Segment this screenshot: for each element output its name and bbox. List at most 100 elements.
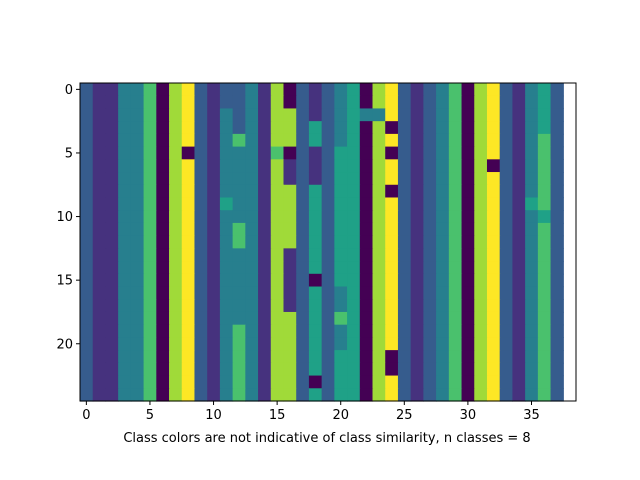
heatmap-cell <box>359 121 374 135</box>
heatmap-cell <box>448 375 463 389</box>
heatmap-cell <box>245 95 259 110</box>
heatmap-cell <box>397 375 412 389</box>
heatmap-cell <box>486 261 501 275</box>
heatmap-cell <box>258 375 272 389</box>
heatmap-cell <box>537 324 552 338</box>
heatmap-cell <box>105 108 119 122</box>
heatmap-cell <box>474 388 488 402</box>
heatmap-cell <box>550 248 564 262</box>
heatmap-cell <box>410 375 424 389</box>
heatmap-cell <box>194 159 208 173</box>
heatmap-cell <box>130 273 145 288</box>
heatmap-cell <box>219 248 234 262</box>
heatmap-cell <box>550 222 564 237</box>
heatmap-cell <box>397 248 412 262</box>
heatmap-cell <box>194 146 208 160</box>
heatmap-cell <box>169 172 183 186</box>
heatmap-cell <box>169 108 183 122</box>
heatmap-cell <box>359 146 374 160</box>
heatmap-cell <box>308 248 323 262</box>
heatmap-cell <box>512 362 526 377</box>
heatmap-cell <box>334 248 348 262</box>
heatmap-cell <box>397 286 412 300</box>
heatmap-cell <box>448 121 463 135</box>
heatmap-cell <box>385 261 399 275</box>
heatmap-cell <box>143 375 157 389</box>
heatmap-cell <box>105 324 119 338</box>
heatmap-cell <box>308 362 323 377</box>
heatmap-cell <box>80 133 94 148</box>
heatmap-cell <box>486 375 501 389</box>
heatmap-cell <box>525 375 539 389</box>
heatmap-cell <box>308 210 323 224</box>
heatmap-cell <box>118 248 132 262</box>
heatmap-cell <box>436 133 450 148</box>
heatmap-cell <box>143 83 157 97</box>
heatmap-cell <box>436 362 450 377</box>
heatmap-cell <box>321 197 335 211</box>
heatmap-cell <box>334 172 348 186</box>
heatmap-cell <box>118 210 132 224</box>
heatmap-cell <box>347 375 361 389</box>
heatmap-cell <box>80 273 94 288</box>
heatmap-cell <box>410 311 424 326</box>
heatmap-cell <box>232 235 246 249</box>
heatmap-cell <box>537 261 552 275</box>
heatmap-cell <box>80 222 94 237</box>
heatmap-cell <box>143 146 157 160</box>
heatmap-cell <box>308 95 323 110</box>
heatmap-cell <box>499 337 514 351</box>
heatmap-cell <box>461 248 475 262</box>
heatmap-cell <box>296 159 310 173</box>
heatmap-cell <box>499 108 514 122</box>
heatmap-cell <box>296 286 310 300</box>
heatmap-cell <box>283 108 297 122</box>
heatmap-cell <box>169 299 183 313</box>
heatmap-cell <box>385 299 399 313</box>
heatmap-cell <box>334 286 348 300</box>
heatmap-cell <box>321 286 335 300</box>
heatmap-cell <box>143 299 157 313</box>
heatmap-cell <box>194 375 208 389</box>
heatmap-cell <box>181 197 196 211</box>
heatmap-cell <box>105 261 119 275</box>
heatmap-cell <box>436 324 450 338</box>
heatmap-cell <box>410 121 424 135</box>
heatmap-cell <box>334 184 348 199</box>
heatmap-cell <box>283 133 297 148</box>
heatmap-cell <box>181 210 196 224</box>
heatmap-cell <box>283 311 297 326</box>
heatmap-cell <box>308 375 323 389</box>
heatmap-cell <box>181 235 196 249</box>
heatmap-cell <box>245 248 259 262</box>
heatmap-cell <box>219 133 234 148</box>
heatmap-cell <box>486 235 501 249</box>
heatmap-cell <box>397 159 412 173</box>
heatmap-cell <box>207 350 221 364</box>
heatmap-cell <box>474 83 488 97</box>
heatmap-cell <box>486 388 501 402</box>
heatmap-cell <box>105 375 119 389</box>
heatmap-cell <box>308 108 323 122</box>
heatmap-cell <box>270 159 285 173</box>
heatmap-cell <box>499 210 514 224</box>
heatmap-cell <box>283 197 297 211</box>
heatmap-cell <box>359 83 374 97</box>
heatmap-cell <box>334 95 348 110</box>
heatmap-cell <box>512 286 526 300</box>
heatmap-cell <box>461 121 475 135</box>
heatmap-cell <box>359 210 374 224</box>
heatmap-cell <box>130 121 145 135</box>
heatmap-cell <box>270 261 285 275</box>
heatmap-cell <box>423 388 437 402</box>
heatmap-cell <box>232 197 246 211</box>
x-tick-label: 20 <box>332 408 349 423</box>
heatmap-cell <box>270 108 285 122</box>
heatmap-cell <box>525 146 539 160</box>
heatmap-cell <box>372 83 386 97</box>
plot-frame <box>79 82 577 402</box>
heatmap-cell <box>347 248 361 262</box>
heatmap-cell <box>512 108 526 122</box>
heatmap-cell <box>334 146 348 160</box>
heatmap-cell <box>156 273 170 288</box>
